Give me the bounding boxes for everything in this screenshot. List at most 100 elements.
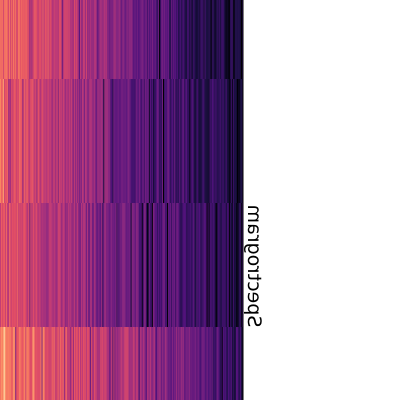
heatmap-cell <box>55 0 58 79</box>
heatmap-cell <box>168 79 170 203</box>
heatmap-cell <box>64 0 67 79</box>
heatmap-cell <box>8 203 10 327</box>
heatmap-cell <box>99 79 101 203</box>
heatmap-cell <box>78 0 81 79</box>
heatmap-cell <box>159 79 162 203</box>
heatmap-cell <box>222 203 225 327</box>
heatmap-cell <box>70 79 73 203</box>
heatmap-cell <box>147 79 150 203</box>
heatmap-cell <box>37 0 39 79</box>
heatmap-cell <box>199 79 201 203</box>
heatmap-cell <box>110 0 112 79</box>
heatmap-cell <box>105 327 107 400</box>
heatmap-cell <box>113 79 115 203</box>
heatmap-cell <box>65 79 68 203</box>
heatmap-cell <box>203 79 205 203</box>
heatmap-cell <box>121 79 123 203</box>
heatmap-cell <box>125 203 127 327</box>
heatmap-cell <box>75 0 78 79</box>
heatmap-cell <box>111 0 113 79</box>
heatmap-cell <box>67 79 70 203</box>
heatmap-cell <box>29 203 31 327</box>
heatmap-cell <box>76 327 79 400</box>
heatmap-cell <box>125 0 127 79</box>
heatmap-cell <box>96 0 98 79</box>
heatmap-cell <box>41 327 43 400</box>
heatmap-cell <box>196 79 198 203</box>
heatmap-cell <box>112 327 114 400</box>
heatmap-cell <box>220 0 223 79</box>
heatmap-cell <box>141 327 144 400</box>
heatmap-cell <box>206 327 208 400</box>
heatmap-cell <box>143 203 146 327</box>
heatmap-cell <box>176 79 178 203</box>
heatmap-cell <box>128 327 130 400</box>
heatmap-cell <box>157 79 160 203</box>
heatmap-cell <box>159 0 162 79</box>
heatmap-cell <box>232 327 235 400</box>
heatmap-cell <box>91 327 93 400</box>
heatmap-cell <box>227 79 230 203</box>
heatmap-cell <box>209 0 211 79</box>
heatmap-cell <box>151 79 154 203</box>
heatmap-cell <box>208 327 210 400</box>
heatmap-cell <box>217 203 220 327</box>
heatmap-cell <box>224 79 227 203</box>
heatmap-cell <box>197 327 199 400</box>
heatmap-cell <box>23 79 25 203</box>
heatmap-cell <box>136 79 139 203</box>
heatmap-cell <box>202 203 204 327</box>
heatmap-cell <box>51 0 54 79</box>
heatmap-cell <box>233 203 236 327</box>
heatmap-cell <box>39 0 41 79</box>
heatmap-cell <box>233 0 236 79</box>
heatmap-cell <box>225 203 228 327</box>
heatmap-cell <box>69 0 72 79</box>
heatmap-cell <box>82 203 84 327</box>
heatmap-cell <box>20 0 22 79</box>
heatmap-cell <box>135 327 138 400</box>
heatmap-cell <box>102 203 104 327</box>
heatmap-cell <box>175 0 177 79</box>
heatmap-cell <box>78 79 81 203</box>
heatmap-cell <box>167 79 169 203</box>
heatmap-cell <box>152 203 155 327</box>
heatmap-cell <box>58 79 61 203</box>
heatmap-cell <box>229 79 232 203</box>
heatmap-cell <box>1 327 3 400</box>
heatmap-cell <box>45 327 47 400</box>
heatmap-cell <box>140 0 143 79</box>
heatmap-cell <box>127 327 129 400</box>
heatmap-cell <box>153 327 156 400</box>
heatmap-cell <box>67 327 70 400</box>
heatmap-cell <box>74 327 77 400</box>
heatmap-cell <box>13 79 15 203</box>
heatmap-cell <box>35 79 37 203</box>
heatmap-cell <box>163 203 165 327</box>
heatmap-cell <box>183 203 185 327</box>
heatmap-cell <box>169 79 171 203</box>
heatmap-cell <box>140 327 143 400</box>
heatmap-cell <box>196 0 198 79</box>
heatmap-cell <box>150 79 153 203</box>
heatmap-cell <box>173 79 175 203</box>
heatmap-cell <box>129 203 132 327</box>
heatmap-cell <box>172 79 174 203</box>
heatmap-cell <box>89 0 91 79</box>
heatmap-cell <box>158 327 161 400</box>
heatmap-cell <box>150 0 153 79</box>
heatmap-cell <box>127 79 129 203</box>
heatmap-cell <box>17 327 19 400</box>
heatmap-cell <box>178 0 180 79</box>
heatmap-cell <box>98 327 100 400</box>
heatmap-cell <box>56 79 59 203</box>
heatmap-cell <box>114 327 116 400</box>
heatmap-cell <box>147 0 150 79</box>
heatmap-cell <box>215 0 218 79</box>
heatmap-cell <box>126 203 128 327</box>
heatmap-cell <box>14 327 16 400</box>
heatmap-cell <box>231 0 234 79</box>
heatmap-cell <box>212 327 215 400</box>
heatmap-cell <box>155 0 158 79</box>
heatmap-cell <box>137 0 140 79</box>
